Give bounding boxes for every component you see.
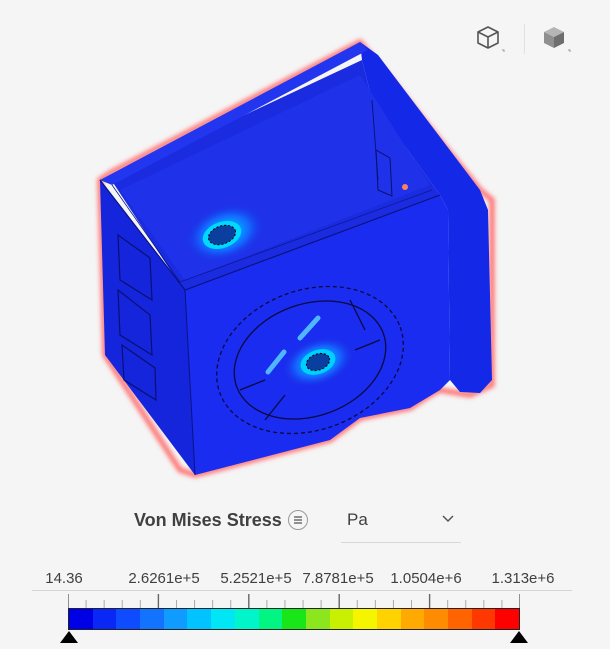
legend-tick-label: 7.8781e+5 xyxy=(302,570,374,587)
triangle-up-icon xyxy=(510,631,528,643)
legend-min-handle[interactable] xyxy=(59,630,79,644)
legend-color-segment xyxy=(329,609,354,629)
legend-tick-label: 5.2521e+5 xyxy=(220,570,292,587)
triangle-up-icon xyxy=(60,631,78,643)
legend-color-segment xyxy=(69,609,93,629)
result-field-title: Von Mises Stress xyxy=(134,510,282,530)
model-left-face xyxy=(100,180,195,475)
legend-color-segment xyxy=(376,609,401,629)
legend-tick-marks xyxy=(68,594,520,608)
legend-tick-label: 1.0504e+6 xyxy=(390,570,462,587)
legend-baseline xyxy=(32,590,572,591)
legend-colorbar xyxy=(68,608,520,630)
solid-view-button[interactable] xyxy=(536,20,572,56)
front-bearing-feature xyxy=(216,285,404,435)
legend-color-segment xyxy=(305,609,330,629)
legend-color-segment xyxy=(211,609,235,629)
legend-color-segment xyxy=(234,609,259,629)
legend-color-segment xyxy=(353,609,377,629)
result-controls: Von Mises Stress Pa xyxy=(0,500,610,544)
solid-cube-icon xyxy=(544,27,571,52)
unit-select-value: Pa xyxy=(347,510,368,529)
legend-color-segment xyxy=(424,609,448,629)
model-top-rim xyxy=(100,42,368,185)
result-menu-button[interactable] xyxy=(288,510,308,530)
unit-select[interactable]: Pa xyxy=(341,500,461,543)
chevron-down-icon xyxy=(442,515,454,523)
list-menu-icon xyxy=(294,516,302,524)
legend-color-segment xyxy=(116,609,141,629)
legend-color-segment xyxy=(282,609,306,629)
stress-model-render xyxy=(97,38,495,478)
legend-color-segment xyxy=(258,609,283,629)
legend-color-segment xyxy=(163,609,188,629)
3d-viewport[interactable] xyxy=(0,0,610,500)
legend-color-segment xyxy=(92,609,117,629)
legend-color-segment xyxy=(448,609,472,629)
legend-tick-label: 2.6261e+5 xyxy=(128,570,200,587)
legend-color-segment xyxy=(495,609,520,629)
view-controls-divider xyxy=(524,24,525,54)
legend-color-segment xyxy=(187,609,212,629)
model-front-face xyxy=(185,195,450,475)
legend-max-handle[interactable] xyxy=(509,630,529,644)
legend-color-segment xyxy=(400,609,425,629)
iso-view-button[interactable] xyxy=(470,20,506,56)
legend-tick-label: 14.36 xyxy=(45,570,83,587)
legend-color-segment xyxy=(140,609,164,629)
legend-tick-label: 1.313e+6 xyxy=(491,570,555,587)
legend-color-segment xyxy=(471,609,496,629)
wireframe-cube-icon xyxy=(477,26,505,52)
color-legend: 14.36 2.6261e+5 5.2521e+5 7.8781e+5 1.05… xyxy=(0,560,610,649)
model-right-flange xyxy=(360,42,492,393)
